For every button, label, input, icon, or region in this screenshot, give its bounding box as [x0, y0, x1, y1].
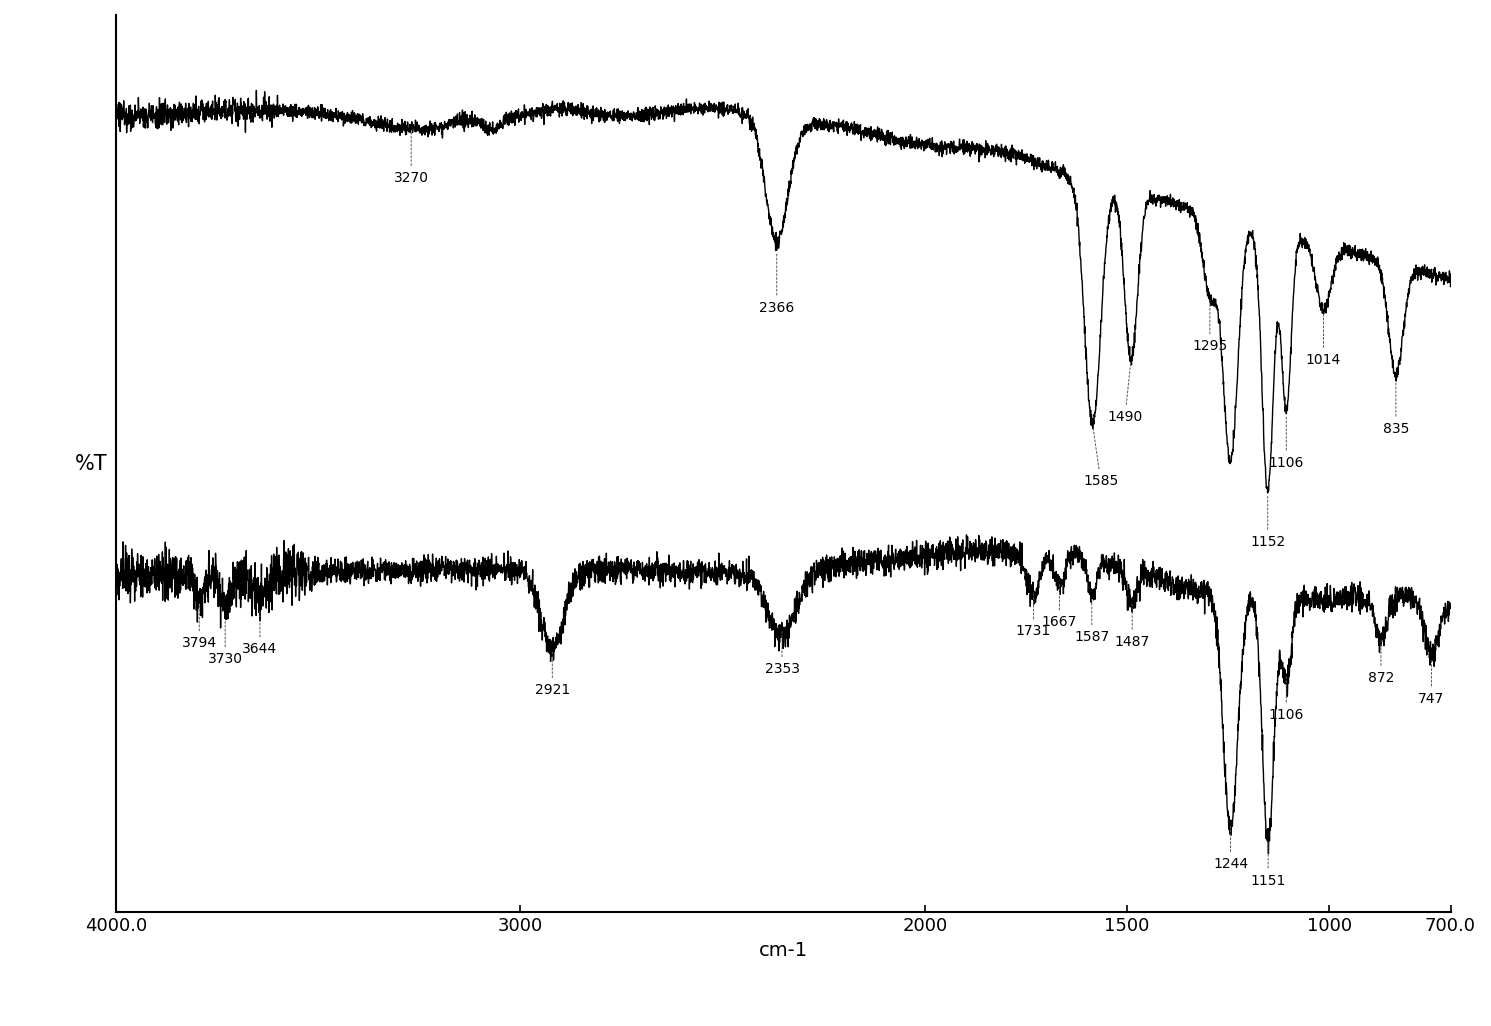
Text: 1295: 1295 — [1193, 301, 1227, 353]
Y-axis label: %T: %T — [75, 453, 107, 474]
Text: 2353: 2353 — [765, 632, 799, 676]
Text: 1106: 1106 — [1269, 677, 1305, 721]
X-axis label: cm-1: cm-1 — [759, 941, 808, 959]
Text: 2366: 2366 — [759, 253, 795, 315]
Text: 1667: 1667 — [1042, 585, 1077, 630]
Text: 3270: 3270 — [394, 132, 429, 185]
Text: 3644: 3644 — [243, 611, 277, 657]
Text: 1244: 1244 — [1214, 826, 1248, 871]
Text: 1014: 1014 — [1306, 314, 1340, 367]
Text: 1731: 1731 — [1015, 594, 1051, 638]
Text: 747: 747 — [1418, 661, 1445, 706]
Text: 1152: 1152 — [1249, 496, 1285, 549]
Text: 1585: 1585 — [1082, 427, 1118, 488]
Text: 1587: 1587 — [1074, 599, 1109, 644]
Text: 3730: 3730 — [207, 622, 243, 666]
Text: 1151: 1151 — [1251, 842, 1285, 887]
Text: 3794: 3794 — [182, 605, 216, 650]
Text: 1106: 1106 — [1269, 417, 1305, 470]
Text: 835: 835 — [1382, 383, 1409, 436]
Text: 2921: 2921 — [535, 653, 570, 697]
Text: 1487: 1487 — [1115, 604, 1150, 648]
Text: 872: 872 — [1367, 640, 1394, 685]
Text: 1490: 1490 — [1108, 362, 1142, 424]
